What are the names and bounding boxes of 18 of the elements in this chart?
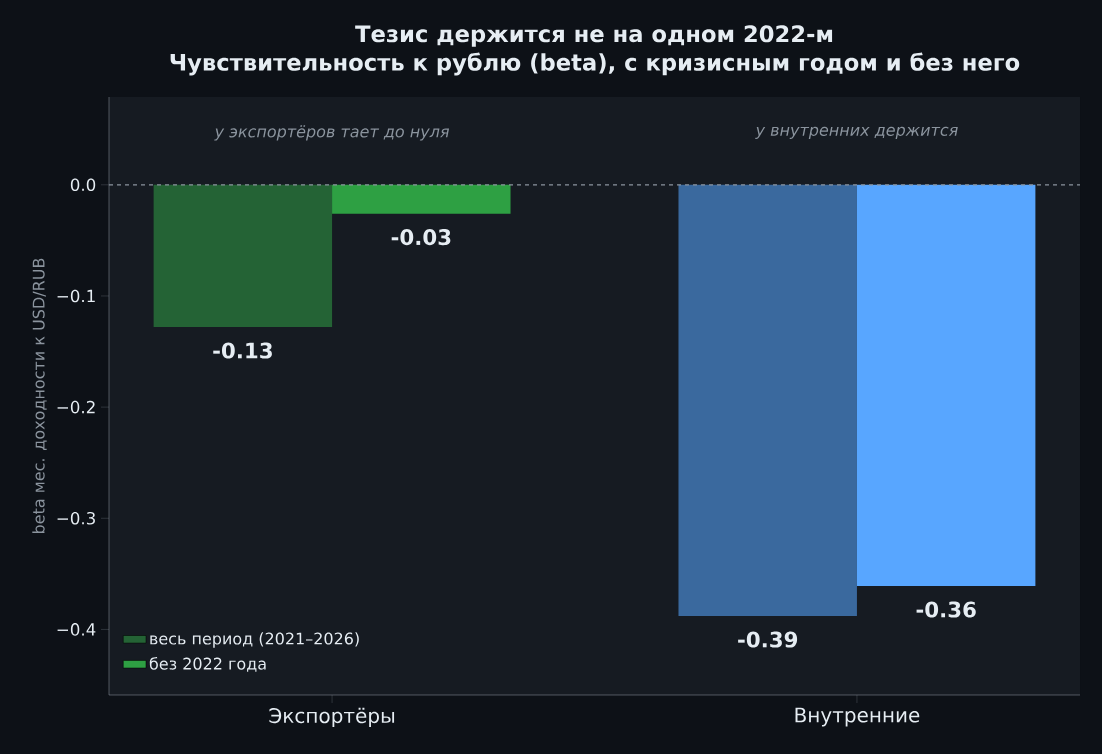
y-axis-title: beta мес. доходности к USD/RUB bbox=[32, 258, 47, 533]
legend-label: без 2022 года bbox=[149, 657, 266, 672]
x-tick-label: Внутренние bbox=[795, 707, 920, 727]
chart-title: Тезис держится не на одном 2022-м bbox=[355, 25, 833, 47]
y-tick-label: −0.2 bbox=[57, 400, 95, 414]
data-label: -0.36 bbox=[916, 601, 976, 618]
data-label: -0.03 bbox=[391, 229, 451, 246]
y-tick-label: −0.1 bbox=[57, 289, 95, 303]
y-tick-label: −0.3 bbox=[57, 511, 95, 525]
x-tick-label: Экспортёры bbox=[269, 707, 395, 728]
data-label: -0.13 bbox=[213, 342, 272, 359]
chart-subtitle: Чувствительность к рублю (beta), с кризисным годом и без него bbox=[170, 52, 1020, 76]
annotation: у экспортёров тает до нуля bbox=[214, 125, 450, 141]
annotation: у внутренних держится bbox=[755, 126, 958, 140]
data-label: -0.39 bbox=[738, 631, 798, 648]
legend-label: весь период (2021–2026) bbox=[150, 632, 359, 648]
y-tick-label: 0.0 bbox=[70, 178, 96, 192]
y-tick-label: −0.4 bbox=[57, 623, 96, 636]
